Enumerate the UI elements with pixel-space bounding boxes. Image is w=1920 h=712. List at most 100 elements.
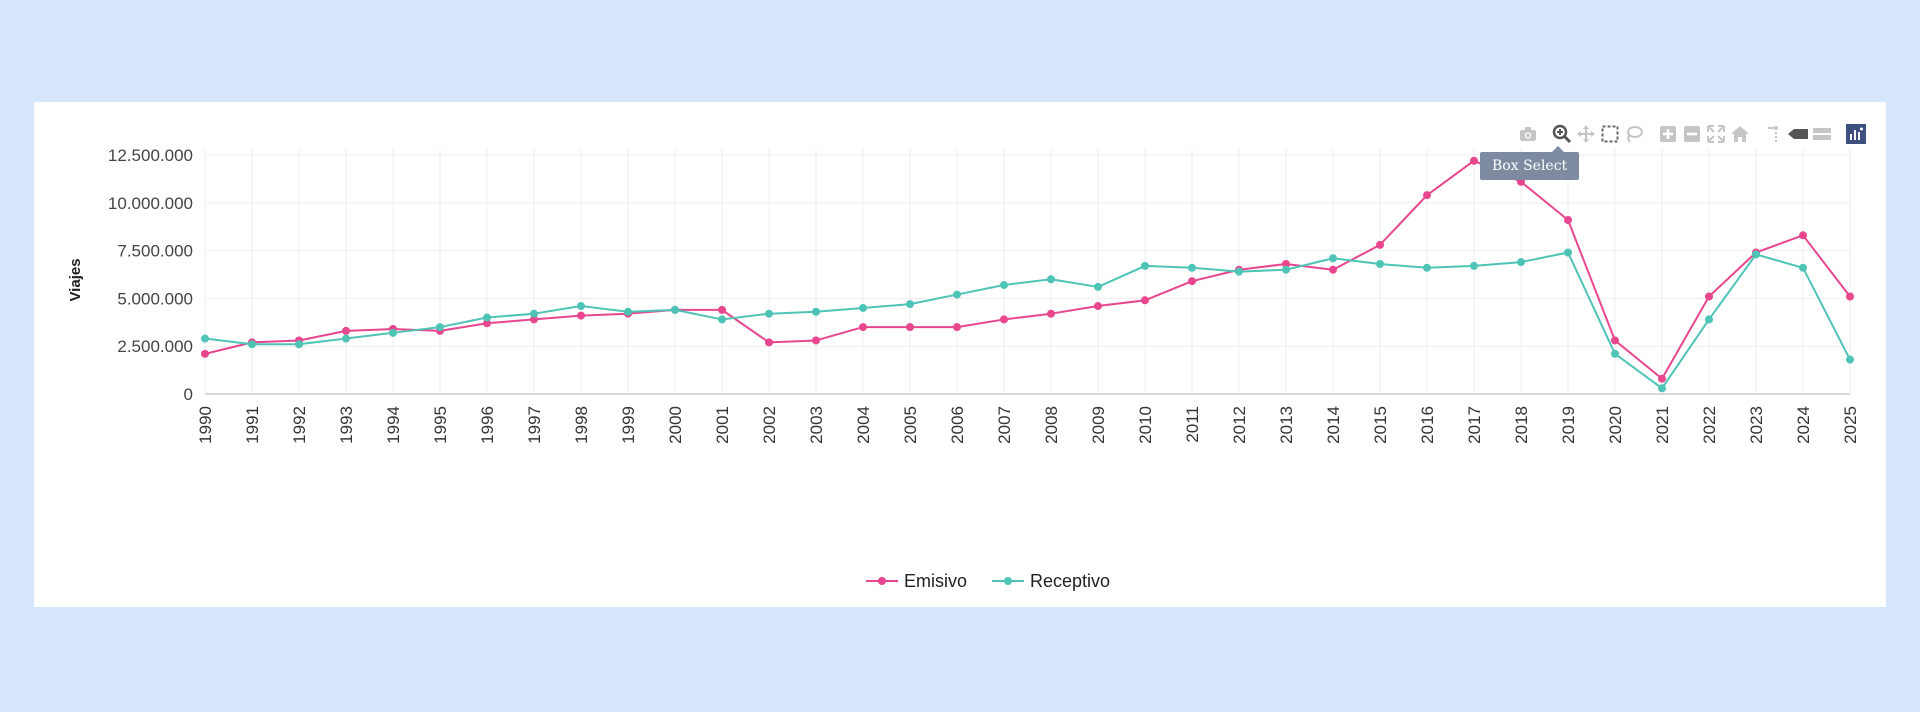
data-point[interactable] — [1047, 309, 1055, 318]
data-point[interactable] — [342, 334, 350, 343]
x-tick-label: 2013 — [1277, 406, 1296, 444]
data-point[interactable] — [1799, 231, 1807, 240]
data-point[interactable] — [718, 305, 726, 314]
data-point[interactable] — [1047, 275, 1055, 284]
data-point[interactable] — [1282, 259, 1290, 268]
data-point[interactable] — [530, 309, 538, 318]
x-tick-label: 2023 — [1747, 406, 1766, 444]
x-tick-label: 2020 — [1606, 406, 1625, 444]
data-point[interactable] — [1846, 292, 1854, 301]
data-point[interactable] — [765, 309, 773, 318]
reset-axes-icon[interactable] — [1728, 122, 1752, 146]
data-point[interactable] — [1141, 261, 1149, 270]
data-point[interactable] — [906, 300, 914, 309]
data-point[interactable] — [859, 303, 867, 312]
camera-icon[interactable] — [1516, 122, 1540, 146]
data-point[interactable] — [1658, 384, 1666, 393]
x-tick-label: 1994 — [384, 406, 403, 444]
data-point[interactable] — [389, 328, 397, 337]
hover-compare-icon[interactable] — [1810, 122, 1834, 146]
data-point[interactable] — [577, 302, 585, 311]
data-point[interactable] — [436, 323, 444, 332]
x-tick-label: 2021 — [1653, 406, 1672, 444]
x-tick-label: 2010 — [1136, 406, 1155, 444]
data-point[interactable] — [1564, 248, 1572, 257]
data-point[interactable] — [1564, 216, 1572, 225]
data-point[interactable] — [1188, 263, 1196, 272]
x-tick-label: 2008 — [1042, 406, 1061, 444]
data-point[interactable] — [1376, 259, 1384, 268]
data-point[interactable] — [295, 340, 303, 349]
data-point[interactable] — [859, 323, 867, 332]
plotly-logo-icon[interactable] — [1844, 122, 1868, 146]
x-tick-label: 2016 — [1418, 406, 1437, 444]
series-emisivo[interactable] — [201, 156, 1854, 383]
data-point[interactable] — [718, 315, 726, 324]
data-point[interactable] — [1846, 355, 1854, 364]
pan-icon[interactable] — [1574, 122, 1598, 146]
data-point[interactable] — [1329, 254, 1337, 263]
data-point[interactable] — [1000, 281, 1008, 290]
y-axis-label: Viajes — [67, 258, 84, 301]
data-point[interactable] — [1752, 250, 1760, 259]
spike-lines-icon[interactable] — [1762, 122, 1786, 146]
x-tick-label: 1990 — [196, 406, 215, 444]
data-point[interactable] — [483, 313, 491, 322]
data-point[interactable] — [1329, 265, 1337, 274]
data-point[interactable] — [1423, 191, 1431, 200]
y-tick-label: 7.500.000 — [117, 242, 193, 261]
x-tick-label: 2004 — [854, 406, 873, 444]
data-point[interactable] — [812, 336, 820, 345]
series-group[interactable] — [201, 156, 1854, 393]
data-point[interactable] — [342, 326, 350, 335]
data-point[interactable] — [765, 338, 773, 347]
data-point[interactable] — [1611, 336, 1619, 345]
x-tick-label: 2001 — [713, 406, 732, 444]
series-receptivo[interactable] — [201, 248, 1854, 393]
legend-item-emisivo[interactable]: Emisivo — [866, 571, 967, 591]
autoscale-icon[interactable] — [1704, 122, 1728, 146]
data-point[interactable] — [1611, 349, 1619, 358]
data-point[interactable] — [624, 307, 632, 316]
data-point[interactable] — [1517, 258, 1525, 267]
data-point[interactable] — [1705, 292, 1713, 301]
box-select-icon[interactable] — [1598, 122, 1622, 146]
zoom-out-icon[interactable] — [1680, 122, 1704, 146]
data-point[interactable] — [1094, 282, 1102, 291]
data-point[interactable] — [1658, 374, 1666, 383]
data-point[interactable] — [906, 323, 914, 332]
data-point[interactable] — [1282, 265, 1290, 274]
data-point[interactable] — [1705, 315, 1713, 324]
data-point[interactable] — [1235, 267, 1243, 276]
data-point[interactable] — [812, 307, 820, 316]
data-point[interactable] — [201, 334, 209, 343]
x-tick-label: 2012 — [1230, 406, 1249, 444]
data-point[interactable] — [1376, 240, 1384, 249]
x-tick-label: 2022 — [1700, 406, 1719, 444]
data-point[interactable] — [953, 323, 961, 332]
data-point[interactable] — [1799, 263, 1807, 272]
data-point[interactable] — [201, 349, 209, 358]
data-point[interactable] — [1000, 315, 1008, 324]
y-tick-label: 0 — [184, 385, 193, 404]
line-chart[interactable]: 0 2.500.000 5.000.000 7.500.000 10.000.000 12… — [34, 102, 1886, 607]
legend[interactable]: Emisivo Receptivo — [866, 571, 1110, 591]
data-point[interactable] — [483, 319, 491, 328]
data-point[interactable] — [1423, 263, 1431, 272]
zoom-in-icon[interactable] — [1656, 122, 1680, 146]
lasso-select-icon[interactable] — [1622, 122, 1646, 146]
data-point[interactable] — [671, 305, 679, 314]
data-point[interactable] — [1470, 261, 1478, 270]
data-point[interactable] — [577, 311, 585, 320]
legend-item-receptivo[interactable]: Receptivo — [992, 571, 1110, 591]
data-point[interactable] — [530, 315, 538, 324]
legend-label: Emisivo — [904, 571, 967, 591]
zoom-icon[interactable] — [1550, 122, 1574, 146]
data-point[interactable] — [953, 290, 961, 299]
data-point[interactable] — [1188, 277, 1196, 286]
data-point[interactable] — [1141, 296, 1149, 305]
hover-closest-icon[interactable] — [1786, 122, 1810, 146]
data-point[interactable] — [1470, 156, 1478, 165]
data-point[interactable] — [248, 340, 256, 349]
data-point[interactable] — [1094, 302, 1102, 311]
